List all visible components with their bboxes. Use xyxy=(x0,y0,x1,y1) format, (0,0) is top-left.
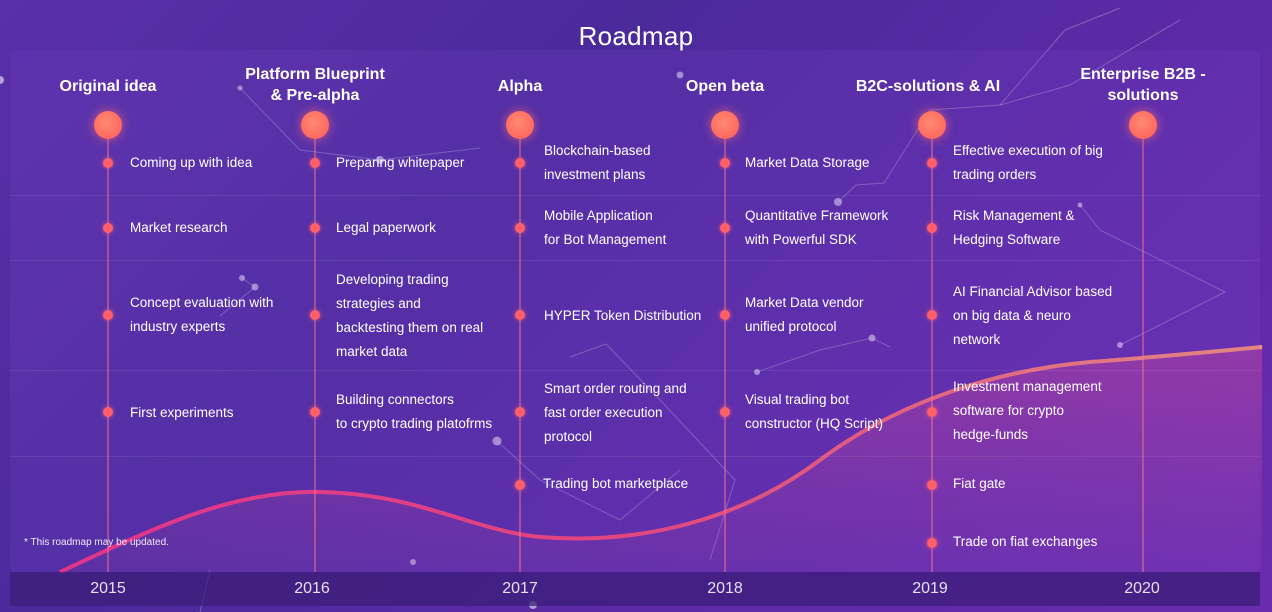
milestone-dot xyxy=(301,111,329,139)
grid-line xyxy=(10,370,1260,371)
year-label: 2016 xyxy=(294,580,330,597)
item-dot xyxy=(310,158,320,168)
roadmap-item: Legal paperwork xyxy=(336,220,436,235)
timeline-line xyxy=(519,135,521,572)
roadmap-item: Effective execution of big trading order… xyxy=(953,143,1103,182)
grid-line xyxy=(10,260,1260,261)
milestone-title: Enterprise B2B - solutions xyxy=(1080,66,1206,104)
timeline-line xyxy=(107,135,109,572)
item-dot xyxy=(515,310,525,320)
roadmap-item: Mobile Application for Bot Management xyxy=(544,208,667,247)
item-dot xyxy=(103,407,113,417)
item-dot xyxy=(927,407,937,417)
item-dot xyxy=(720,407,730,417)
roadmap-item: Smart order routing and fast order execu… xyxy=(544,381,687,444)
roadmap-item: Quantitative Framework with Powerful SDK xyxy=(745,208,889,247)
roadmap-item: Preparing whitepaper xyxy=(336,155,465,170)
item-dot xyxy=(720,223,730,233)
item-dot xyxy=(310,407,320,417)
roadmap-item: Risk Management & Hedging Software xyxy=(953,208,1075,247)
grid-line xyxy=(10,456,1260,457)
timeline-line xyxy=(1142,135,1144,572)
year-label: 2018 xyxy=(707,580,743,597)
roadmap-item: First experiments xyxy=(130,405,234,420)
milestone-dot xyxy=(1129,111,1157,139)
timeline-line xyxy=(314,135,316,572)
item-dot xyxy=(927,480,937,490)
wave-line xyxy=(59,345,1263,574)
item-dot xyxy=(310,223,320,233)
year-label: 2019 xyxy=(912,580,948,597)
item-dot xyxy=(515,223,525,233)
roadmap-panel xyxy=(10,50,1260,572)
timeline-line xyxy=(724,135,726,572)
footnote: * This roadmap may be updated. xyxy=(24,537,169,548)
wave-fill xyxy=(60,347,1262,572)
roadmap-item: Coming up with idea xyxy=(130,155,253,170)
network-lines xyxy=(199,7,1227,612)
roadmap-item: Building connectors to crypto trading pl… xyxy=(336,392,493,431)
roadmap-item: Trade on fiat exchanges xyxy=(953,534,1098,549)
year-label: 2017 xyxy=(502,580,538,597)
item-dot xyxy=(927,223,937,233)
item-dot xyxy=(515,480,525,490)
item-dot xyxy=(515,158,525,168)
milestone-title: Platform Blueprint & Pre-alpha xyxy=(245,66,385,104)
milestone-dot xyxy=(506,111,534,139)
item-dot xyxy=(927,310,937,320)
milestone-dot xyxy=(711,111,739,139)
item-dot xyxy=(720,310,730,320)
grid-line xyxy=(10,195,1260,196)
milestone-title: Alpha xyxy=(497,78,543,95)
item-dot xyxy=(927,538,937,548)
milestone-title: Open beta xyxy=(685,78,765,95)
year-label: 2015 xyxy=(90,580,126,597)
timeline-line xyxy=(931,135,933,572)
item-dot xyxy=(103,158,113,168)
item-dot xyxy=(515,407,525,417)
item-dot xyxy=(310,310,320,320)
roadmap-item: Investment management software for crypt… xyxy=(953,379,1102,442)
year-label: 2020 xyxy=(1124,580,1160,597)
milestone-dot xyxy=(94,111,122,139)
roadmap-item: Market Data Storage xyxy=(745,155,870,170)
roadmap-item: HYPER Token Distribution xyxy=(544,308,702,323)
network-nodes xyxy=(0,71,1123,609)
roadmap-item: Developing trading strategies and backte… xyxy=(336,272,484,359)
roadmap-item: Market research xyxy=(130,220,228,235)
item-dot xyxy=(927,158,937,168)
roadmap-item: Concept evaluation with industry experts xyxy=(130,295,274,334)
item-dot xyxy=(103,310,113,320)
year-axis xyxy=(10,572,1260,606)
roadmap-item: Blockchain-based investment plans xyxy=(544,143,651,182)
item-dot xyxy=(720,158,730,168)
milestone-title: B2C-solutions & AI xyxy=(855,78,1001,95)
milestone-title: Original idea xyxy=(59,78,157,95)
roadmap-item: Fiat gate xyxy=(953,476,1006,491)
roadmap-item: Market Data vendor unified protocol xyxy=(745,295,864,334)
milestone-dot xyxy=(918,111,946,139)
roadmap-item: Trading bot marketplace xyxy=(543,476,689,491)
roadmap-item: Visual trading bot constructor (HQ Scrip… xyxy=(745,392,884,431)
roadmap-item: AI Financial Advisor based on big data &… xyxy=(953,284,1113,347)
page-title: Roadmap xyxy=(578,21,694,52)
item-dot xyxy=(103,223,113,233)
